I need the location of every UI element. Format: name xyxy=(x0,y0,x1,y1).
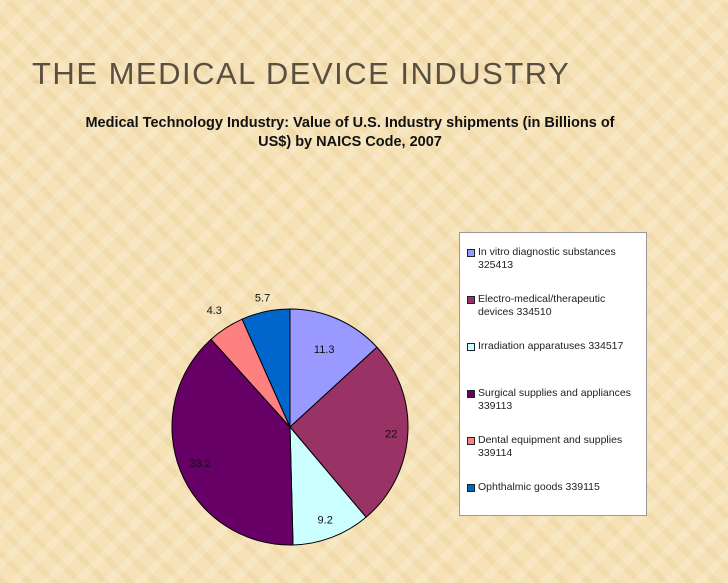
pie-slice-325413 xyxy=(289,308,378,429)
legend-code: 339113 xyxy=(478,399,513,412)
pie-slice-339115 xyxy=(241,308,291,428)
legend-swatch-ophthalmic xyxy=(467,484,475,492)
legend-item-ophthalmic: Ophthalmic goods 339115 xyxy=(467,481,643,494)
legend-swatch-irradiation xyxy=(467,343,475,351)
legend-swatch-electro-medical xyxy=(467,296,475,304)
pie-value-label-339114: 4.3 xyxy=(207,305,222,317)
legend-item-dental: Dental equipment and supplies 339114 xyxy=(467,434,643,459)
legend-label: Surgical supplies and appliances xyxy=(478,387,631,399)
legend-label: Dental equipment and supplies xyxy=(478,434,623,446)
legend-label: Irradiation apparatuses 334517 xyxy=(478,340,624,352)
legend-item-irradiation: Irradiation apparatuses 334517 xyxy=(467,340,643,353)
legend-swatch-surgical xyxy=(467,390,475,398)
legend-item-surgical: Surgical supplies and appliances 339113 xyxy=(467,387,643,412)
pie-value-label-334510: 22 xyxy=(385,429,397,441)
pie-slice-334510 xyxy=(289,346,409,518)
legend-label: Electro-medical/therapeutic xyxy=(478,293,606,305)
legend-label: In vitro diagnostic substances xyxy=(478,246,616,258)
pie-value-label-325413: 11.3 xyxy=(314,344,335,356)
legend-item-in-vitro: In vitro diagnostic substances 325413 xyxy=(467,246,643,271)
pie-slice-339113 xyxy=(171,338,294,546)
legend-item-electro-medical: Electro-medical/therapeutic devices 3345… xyxy=(467,293,643,318)
slide-title: THE MEDICAL DEVICE INDUSTRY xyxy=(32,56,571,91)
legend-code: 339114 xyxy=(478,446,513,459)
legend-code: 325413 xyxy=(478,258,514,271)
legend-label: Ophthalmic goods 339115 xyxy=(478,481,600,493)
pie-value-label-334517: 9.2 xyxy=(318,515,333,527)
chart-title: Medical Technology Industry: Value of U.… xyxy=(40,114,660,152)
chart-title-line-1: Medical Technology Industry: Value of U.… xyxy=(85,115,615,131)
chart-title-line-2: US$) by NAICS Code, 2007 xyxy=(258,134,442,150)
legend-swatch-in-vitro xyxy=(467,249,475,257)
pie-value-label-339113: 33.2 xyxy=(189,458,210,470)
pie-slice-334517 xyxy=(289,425,367,546)
legend-code: devices 334510 xyxy=(478,305,552,318)
pie-value-label-339115: 5.7 xyxy=(255,293,270,305)
legend-swatch-dental xyxy=(467,437,475,445)
chart-legend: In vitro diagnostic substances 325413 El… xyxy=(459,232,647,516)
